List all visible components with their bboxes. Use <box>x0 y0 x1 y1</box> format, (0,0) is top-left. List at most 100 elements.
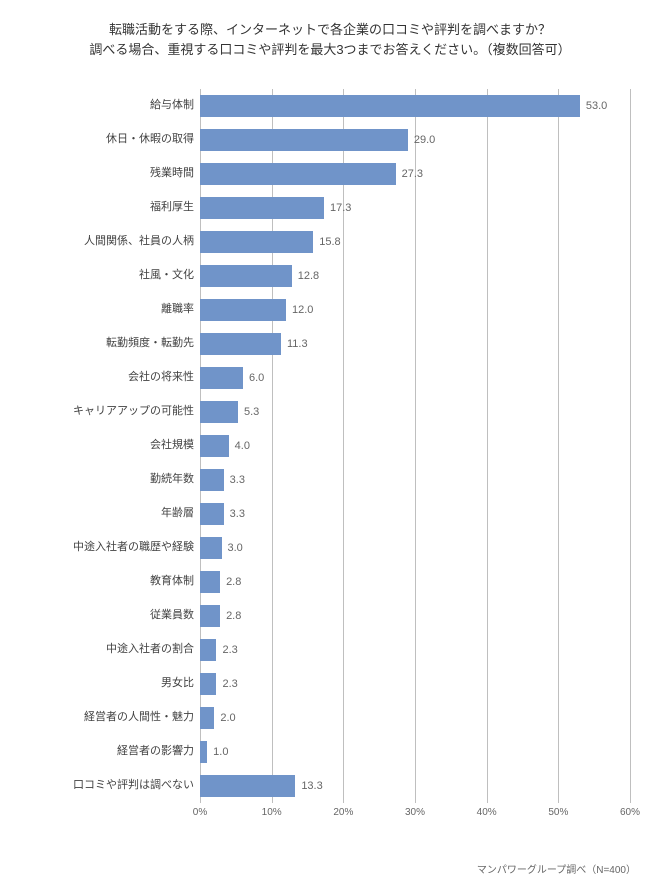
bar <box>200 95 580 117</box>
value-label: 2.0 <box>220 712 235 724</box>
title-line2: 調べる場合、重視する口コミや評判を最大3つまでお答えください。（複数回答可） <box>20 40 640 60</box>
value-label: 11.3 <box>287 338 308 350</box>
bar-area: 17.3 <box>200 191 630 225</box>
value-label: 3.0 <box>228 542 243 554</box>
bar <box>200 401 238 423</box>
category-label: 離職率 <box>70 303 200 316</box>
category-label: 年齢層 <box>70 507 200 520</box>
bar-area: 3.0 <box>200 531 630 565</box>
bar-area: 27.3 <box>200 157 630 191</box>
bar-area: 4.0 <box>200 429 630 463</box>
category-label: 給与体制 <box>70 99 200 112</box>
bar <box>200 741 207 763</box>
bar <box>200 571 220 593</box>
category-label: 人間関係、社員の人柄 <box>70 235 200 248</box>
value-label: 17.3 <box>330 202 351 214</box>
category-label: 経営者の人間性・魅力 <box>70 711 200 724</box>
bar <box>200 197 324 219</box>
title-line1: 転職活動をする際、インターネットで各企業の口コミや評判を調べますか？ <box>20 20 640 40</box>
bar-row: 休日・休暇の取得29.0 <box>70 123 630 157</box>
bar-area: 1.0 <box>200 735 630 769</box>
bar <box>200 775 295 797</box>
x-tick: 10% <box>262 807 282 818</box>
value-label: 12.8 <box>298 270 319 282</box>
bar <box>200 299 286 321</box>
value-label: 3.3 <box>230 508 245 520</box>
bar-row: 離職率 12.0 <box>70 293 630 327</box>
value-label: 13.3 <box>301 780 322 792</box>
bar-row: 福利厚生 17.3 <box>70 191 630 225</box>
bar <box>200 333 281 355</box>
category-label: 社風・文化 <box>70 269 200 282</box>
category-label: キャリアアップの可能性 <box>70 405 200 418</box>
bar-row: 経営者の人間性・魅力 2.0 <box>70 701 630 735</box>
category-label: 福利厚生 <box>70 201 200 214</box>
bar <box>200 129 408 151</box>
bar <box>200 707 214 729</box>
bar-area: 29.0 <box>200 123 630 157</box>
value-label: 2.3 <box>222 678 237 690</box>
bar-area: 2.3 <box>200 633 630 667</box>
bar <box>200 163 396 185</box>
bar-row: 会社規模 4.0 <box>70 429 630 463</box>
bar-area: 2.3 <box>200 667 630 701</box>
bar <box>200 367 243 389</box>
bar-area: 12.0 <box>200 293 630 327</box>
value-label: 2.8 <box>226 576 241 588</box>
bar-row: 会社の将来性6.0 <box>70 361 630 395</box>
value-label: 12.0 <box>292 304 313 316</box>
bar <box>200 537 222 559</box>
bar-row: 転勤頻度・転勤先 11.3 <box>70 327 630 361</box>
bar-area: 6.0 <box>200 361 630 395</box>
bar-row: 従業員数2.8 <box>70 599 630 633</box>
bar-row: 人間関係、社員の人柄15.8 <box>70 225 630 259</box>
x-tick: 50% <box>548 807 568 818</box>
value-label: 6.0 <box>249 372 264 384</box>
category-label: 口コミや評判は調べない <box>70 779 200 792</box>
gridline <box>630 89 631 803</box>
bar-area: 2.8 <box>200 565 630 599</box>
bar <box>200 469 224 491</box>
bar <box>200 503 224 525</box>
category-label: 教育体制 <box>70 575 200 588</box>
bar-row: 教育体制 2.8 <box>70 565 630 599</box>
value-label: 2.3 <box>222 644 237 656</box>
category-label: 転勤頻度・転勤先 <box>70 337 200 350</box>
bar-area: 11.3 <box>200 327 630 361</box>
bar-row: キャリアアップの可能性5.3 <box>70 395 630 429</box>
bar-row: 勤続年数 3.3 <box>70 463 630 497</box>
bar-row: 中途入社者の割合 2.3 <box>70 633 630 667</box>
bar-row: 給与体制 53.0 <box>70 89 630 123</box>
category-label: 残業時間 <box>70 167 200 180</box>
bar <box>200 605 220 627</box>
bar-area: 2.8 <box>200 599 630 633</box>
bar-row: 年齢層 3.3 <box>70 497 630 531</box>
value-label: 27.3 <box>402 168 423 180</box>
bar <box>200 231 313 253</box>
bar <box>200 265 292 287</box>
bar-area: 2.0 <box>200 701 630 735</box>
chart-footer: マンパワーグループ調べ（N=400） <box>477 861 636 876</box>
bar-row: 経営者の影響力1.0 <box>70 735 630 769</box>
x-tick: 40% <box>477 807 497 818</box>
category-label: 中途入社者の職歴や経験 <box>70 541 200 554</box>
bar-row: 中途入社者の職歴や経験 3.0 <box>70 531 630 565</box>
value-label: 2.8 <box>226 610 241 622</box>
category-label: 会社規模 <box>70 439 200 452</box>
value-label: 4.0 <box>235 440 250 452</box>
bar-area: 13.3 <box>200 769 630 803</box>
x-tick: 30% <box>405 807 425 818</box>
x-tick: 20% <box>333 807 353 818</box>
x-axis: 0%10%20%30%40%50%60% <box>200 803 630 823</box>
category-label: 中途入社者の割合 <box>70 643 200 656</box>
plot-area: 給与体制 53.0 休日・休暇の取得29.0 残業時間 27.3 福利厚生 17.3 人間関係… <box>70 89 630 803</box>
bar <box>200 673 216 695</box>
value-label: 53.0 <box>586 100 607 112</box>
value-label: 3.3 <box>230 474 245 486</box>
bar-area: 5.3 <box>200 395 630 429</box>
category-label: 勤続年数 <box>70 473 200 486</box>
bar-row: 口コミや評判は調べない 13.3 <box>70 769 630 803</box>
bar-area: 53.0 <box>200 89 630 123</box>
value-label: 1.0 <box>213 746 228 758</box>
value-label: 29.0 <box>414 134 435 146</box>
